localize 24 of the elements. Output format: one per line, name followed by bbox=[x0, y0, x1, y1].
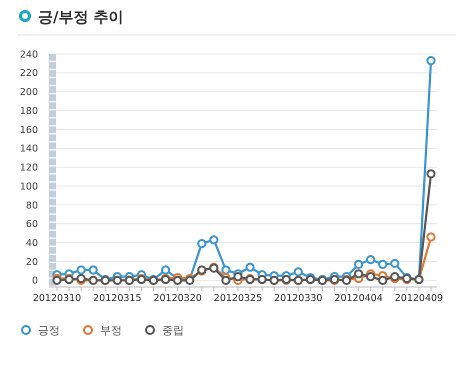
x-tick-label: 20120404 bbox=[334, 293, 383, 304]
y-tick-label: 140 bbox=[20, 144, 38, 155]
legend-label: 긍정 bbox=[38, 324, 60, 337]
y-tick-label: 160 bbox=[20, 124, 38, 136]
x-tick-label: 20120320 bbox=[153, 293, 202, 304]
y-tick-label: 40 bbox=[26, 238, 38, 249]
y-tick-label: 220 bbox=[20, 68, 38, 80]
y-tick-label: 60 bbox=[26, 219, 38, 230]
x-tick-label: 20120310 bbox=[32, 293, 82, 304]
y-tick-label: 120 bbox=[20, 162, 38, 174]
y-tick-label: 80 bbox=[26, 200, 38, 212]
x-tick-label: 20120409 bbox=[394, 293, 444, 304]
y-tick-label: 0 bbox=[32, 276, 38, 287]
y-tick-label: 240 bbox=[20, 49, 38, 60]
x-tick-label: 20120330 bbox=[274, 293, 322, 304]
x-tick-label: 20120315 bbox=[93, 293, 142, 304]
y-tick-label: 20 bbox=[26, 256, 38, 268]
legend-label: 부정 bbox=[100, 324, 122, 337]
chart-title: 긍/부정 추이 bbox=[38, 8, 124, 26]
y-tick-label: 100 bbox=[20, 181, 38, 192]
y-tick-label: 180 bbox=[20, 106, 38, 117]
legend-label: 중립 bbox=[162, 324, 184, 337]
x-tick-label: 20120325 bbox=[214, 293, 262, 304]
y-tick-label: 200 bbox=[20, 87, 38, 98]
